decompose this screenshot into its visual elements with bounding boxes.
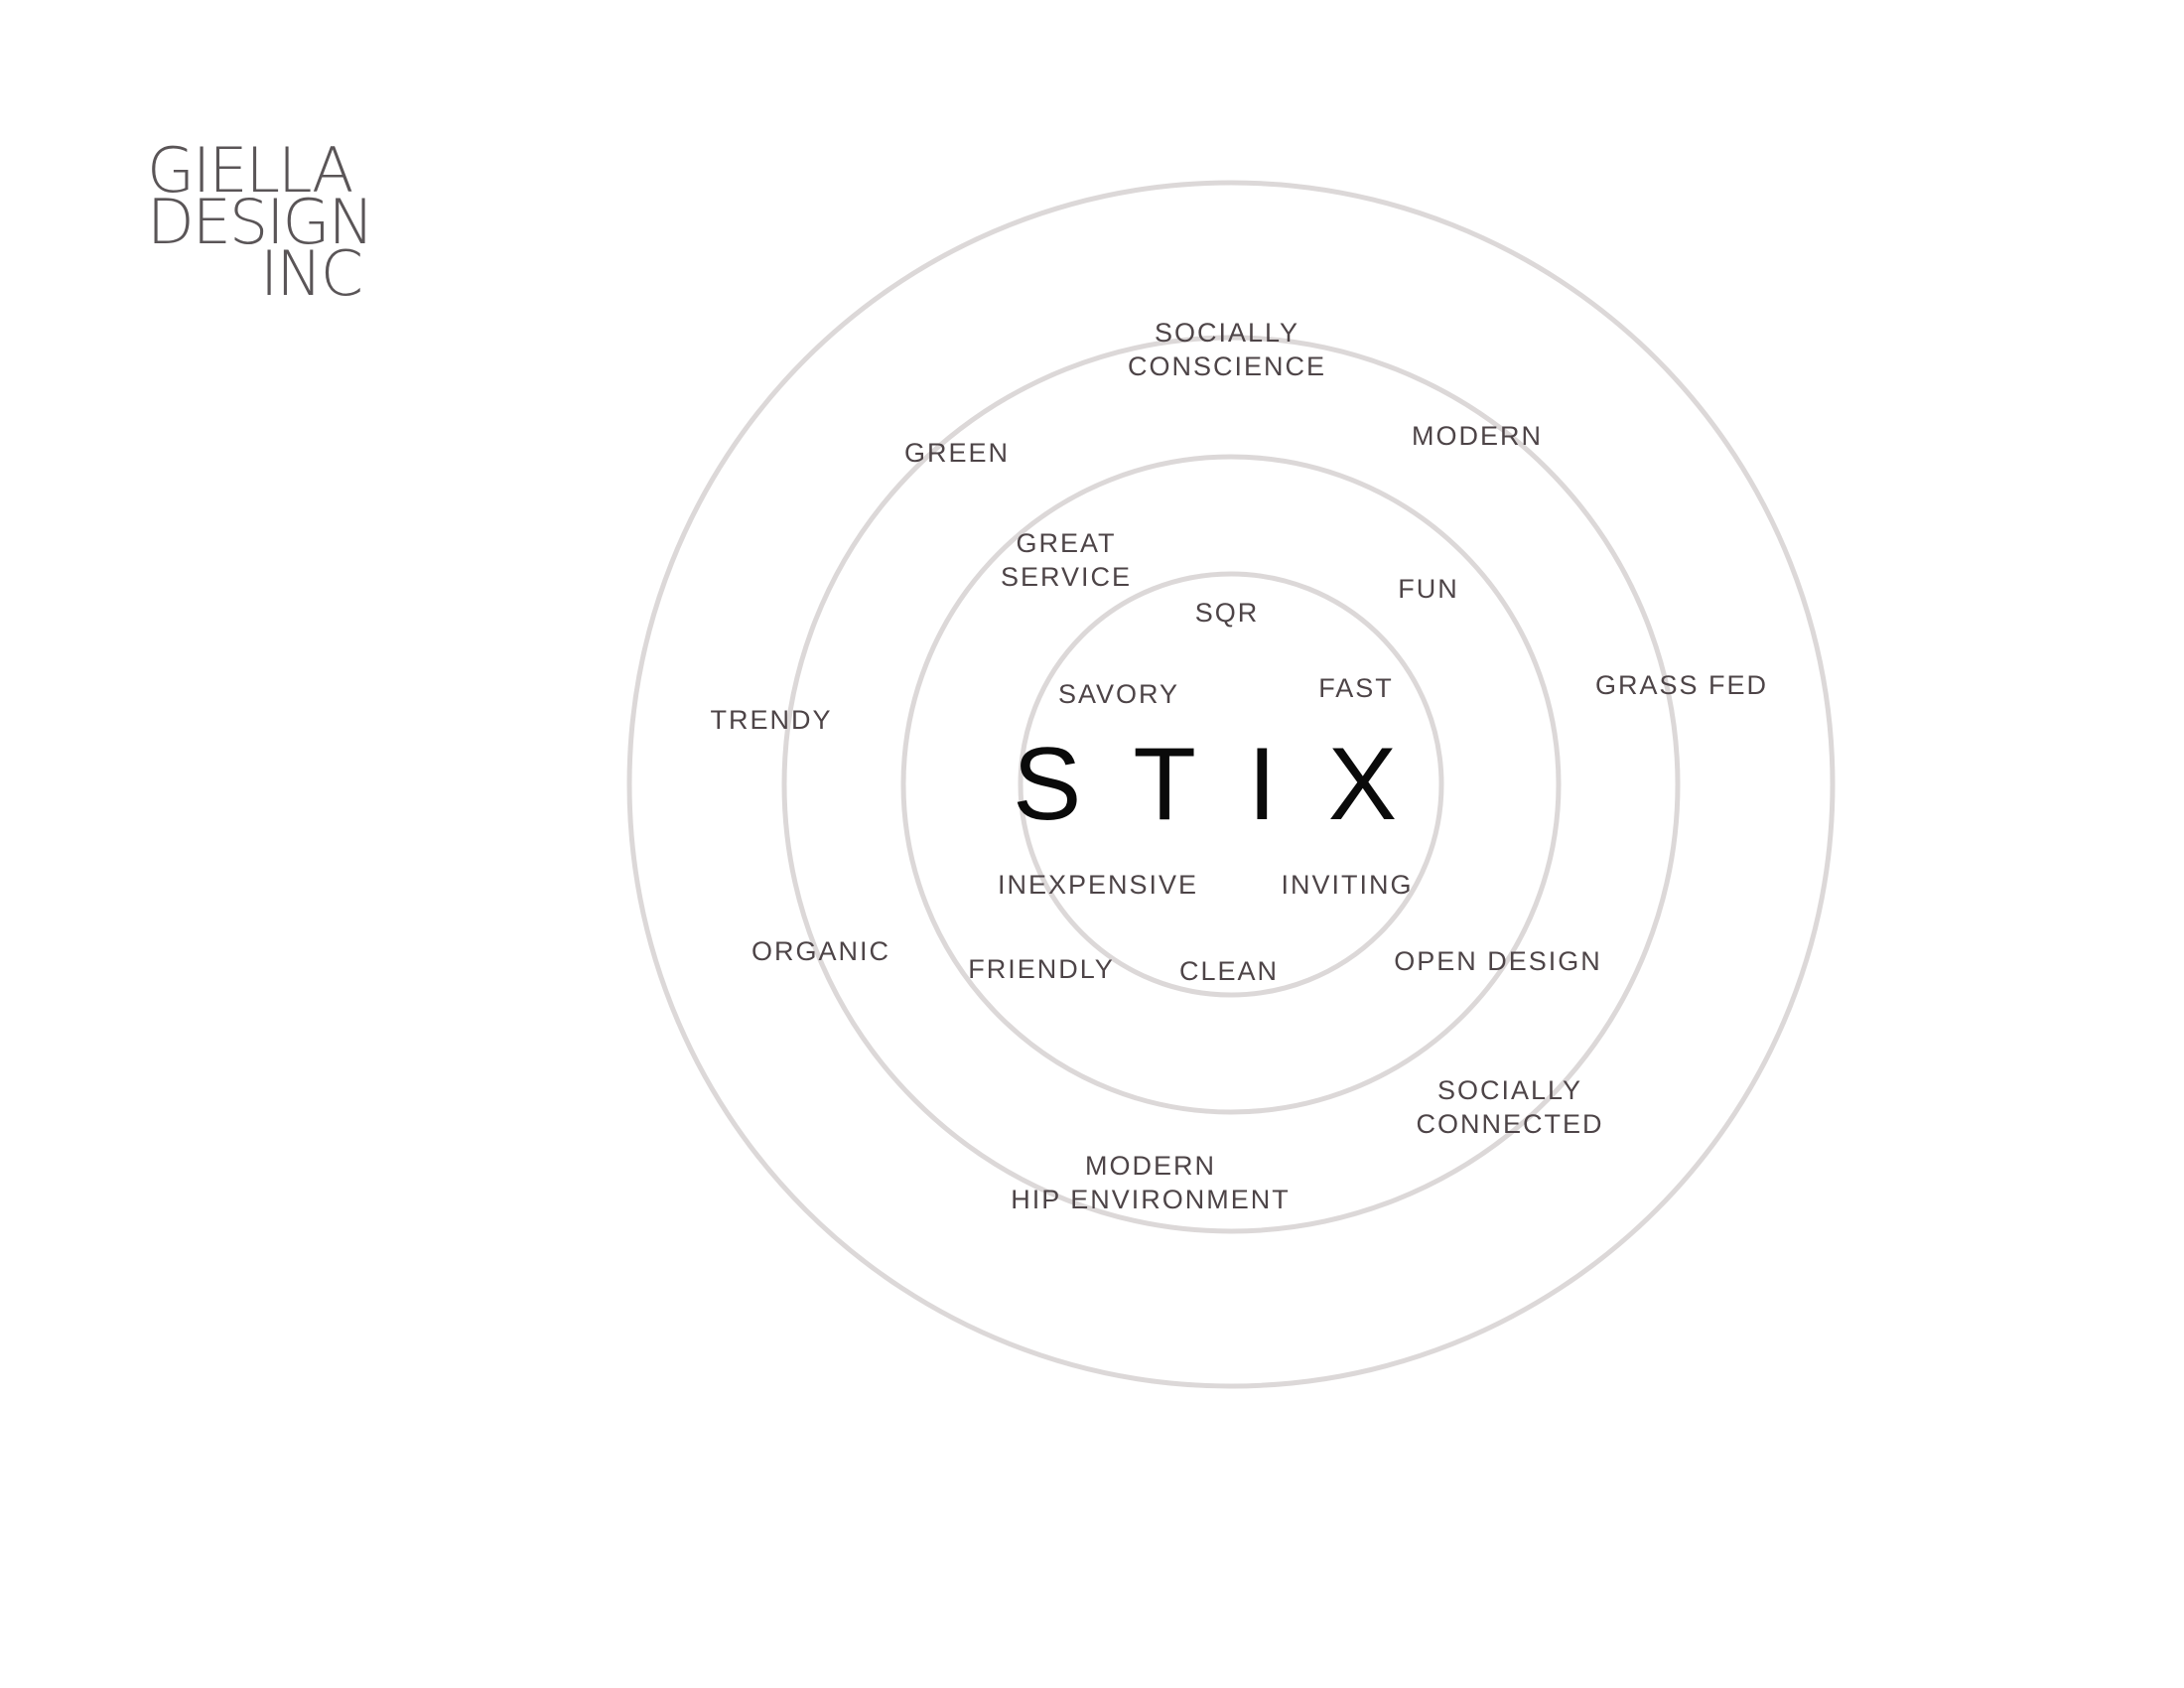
- ring-2: [900, 454, 1562, 1115]
- label-trendy: TRENDY: [710, 705, 833, 735]
- label-fast: FAST: [1318, 673, 1394, 703]
- label-fun: FUN: [1398, 574, 1459, 604]
- logo-line-3: INC: [260, 237, 363, 310]
- label-modern-hip-line-2: HIP ENVIRONMENT: [1011, 1185, 1291, 1214]
- brand-name: STIX: [1013, 727, 1449, 842]
- ring-3: [781, 335, 1681, 1234]
- label-open-design: OPEN DESIGN: [1394, 946, 1602, 976]
- label-socially-conscience-line-2: CONSCIENCE: [1127, 352, 1327, 381]
- label-sqr: SQR: [1194, 598, 1260, 628]
- label-clean: CLEAN: [1178, 956, 1280, 986]
- label-great-service-line-1: GREAT: [1016, 528, 1117, 558]
- label-inexpensive: INEXPENSIVE: [997, 870, 1199, 900]
- label-great-service: GREAT SERVICE: [1001, 526, 1132, 594]
- logo-line-2: DESIGN: [147, 186, 374, 258]
- label-socially-conscience-line-1: SOCIALLY: [1154, 318, 1300, 348]
- label-socially-conscience: SOCIALLY CONSCIENCE: [1128, 316, 1326, 383]
- ring-4: [626, 180, 1836, 1389]
- label-green: GREEN: [903, 438, 1011, 468]
- label-socially-connected-line-1: SOCIALLY: [1436, 1075, 1583, 1105]
- logo-line-1: GIELLA: [147, 134, 353, 207]
- ring-1: [1018, 571, 1444, 998]
- label-friendly: FRIENDLY: [968, 954, 1115, 984]
- label-inviting: INVITING: [1281, 870, 1414, 900]
- label-socially-connected-line-2: CONNECTED: [1416, 1109, 1604, 1139]
- label-modern-hip-environment: MODERN HIP ENVIRONMENT: [1011, 1149, 1291, 1216]
- label-great-service-line-2: SERVICE: [1000, 562, 1133, 592]
- label-savory: SAVORY: [1057, 679, 1180, 709]
- giella-design-logo: GIELLA DESIGN INC: [147, 134, 374, 310]
- label-modern-hip-line-1: MODERN: [1085, 1151, 1216, 1181]
- label-organic: ORGANIC: [751, 936, 891, 966]
- label-modern: MODERN: [1412, 421, 1543, 451]
- label-socially-connected: SOCIALLY CONNECTED: [1416, 1073, 1603, 1141]
- label-grass-fed: GRASS FED: [1594, 670, 1769, 700]
